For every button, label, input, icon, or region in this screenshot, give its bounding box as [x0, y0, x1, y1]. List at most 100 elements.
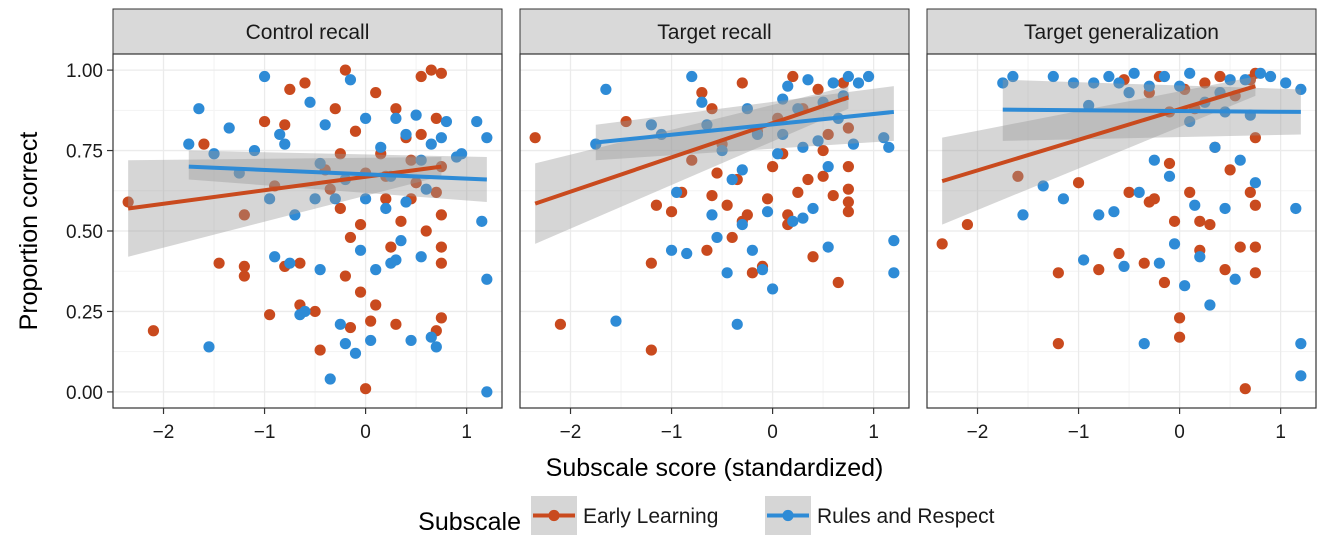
- data-point-rules: [997, 77, 1009, 89]
- data-point-rules: [430, 341, 442, 353]
- facet-title: Target generalization: [1024, 21, 1219, 44]
- data-point-rules: [390, 112, 402, 124]
- x-tick-label: −2: [153, 422, 175, 443]
- data-point-rules: [746, 244, 758, 256]
- data-point-rules: [761, 206, 774, 218]
- data-point-early: [554, 318, 567, 330]
- data-point-rules: [1007, 70, 1019, 83]
- data-point-rules: [1209, 141, 1221, 153]
- data-point-rules: [1078, 254, 1090, 266]
- data-point-early: [430, 186, 442, 198]
- y-tick-label: 0.25: [66, 302, 103, 323]
- data-point-rules: [203, 341, 215, 353]
- data-point-early: [1199, 77, 1211, 89]
- data-point-early: [620, 115, 632, 128]
- data-point-early: [1224, 164, 1236, 176]
- legend-label-early: Early Learning: [583, 505, 718, 528]
- data-point-rules: [183, 138, 195, 150]
- data-point-early: [309, 305, 321, 318]
- x-tick-label: −2: [967, 422, 989, 443]
- data-point-rules: [721, 267, 733, 279]
- data-point-early: [1072, 177, 1085, 189]
- data-point-rules: [1295, 370, 1307, 382]
- data-point-rules: [1108, 206, 1120, 218]
- data-point-early: [787, 70, 799, 83]
- data-point-early: [706, 190, 718, 202]
- x-tick-label: 1: [1275, 422, 1286, 443]
- data-point-rules: [1239, 74, 1251, 86]
- legend-title: Subscale: [418, 508, 521, 536]
- data-point-rules: [420, 183, 432, 195]
- data-point-rules: [671, 186, 683, 198]
- data-point-rules: [380, 202, 392, 215]
- data-point-early: [435, 241, 447, 253]
- data-point-rules: [1249, 177, 1261, 189]
- x-tick-label: 1: [868, 422, 879, 443]
- x-tick-label: −2: [560, 422, 582, 443]
- x-tick-label: 0: [1174, 422, 1185, 443]
- x-tick-label: 1: [461, 422, 472, 443]
- data-point-rules: [756, 264, 769, 276]
- data-point-early: [390, 318, 402, 330]
- data-point-early: [696, 87, 708, 99]
- fit-line-rules: [1002, 107, 1301, 114]
- data-point-early: [264, 309, 276, 321]
- data-point-rules: [645, 119, 657, 131]
- data-point-early: [817, 170, 829, 182]
- data-point-early: [380, 193, 392, 205]
- data-point-rules: [610, 315, 622, 327]
- data-point-rules: [339, 338, 351, 350]
- legend-label-rules: Rules and Respect: [817, 505, 995, 528]
- data-point-rules: [1158, 70, 1171, 83]
- data-point-early: [349, 125, 362, 137]
- data-point-rules: [481, 273, 493, 285]
- data-point-early: [645, 344, 657, 356]
- data-point-rules: [1184, 67, 1196, 79]
- data-point-early: [238, 270, 250, 282]
- data-point-rules: [777, 128, 789, 141]
- data-point-rules: [274, 128, 286, 141]
- data-point-early: [198, 138, 210, 150]
- data-point-early: [529, 132, 541, 144]
- data-point-early: [721, 199, 733, 211]
- data-point-rules: [1133, 186, 1145, 198]
- data-point-early: [761, 193, 774, 205]
- data-point-early: [817, 144, 829, 157]
- data-point-rules: [471, 115, 483, 128]
- fit-line-rules: [188, 164, 487, 182]
- data-point-rules: [1047, 70, 1059, 83]
- data-point-early: [339, 64, 351, 76]
- x-tick-label: 0: [360, 422, 371, 443]
- data-point-early: [415, 128, 427, 141]
- data-point-rules: [741, 103, 753, 115]
- data-point-early: [650, 199, 663, 211]
- data-point-early: [807, 251, 819, 263]
- data-point-early: [1138, 257, 1150, 269]
- data-point-early: [1244, 186, 1256, 198]
- facet-title: Control recall: [246, 21, 370, 44]
- data-point-rules: [390, 254, 402, 266]
- data-point-early: [415, 70, 427, 83]
- data-point-rules: [711, 231, 723, 244]
- data-point-early: [736, 77, 748, 89]
- data-point-rules: [665, 244, 678, 256]
- x-tick-label: −1: [1068, 422, 1090, 443]
- data-point-early: [238, 260, 250, 272]
- data-point-rules: [736, 164, 748, 176]
- data-point-early: [425, 64, 437, 76]
- data-point-rules: [415, 154, 427, 166]
- data-point-rules: [686, 70, 698, 83]
- data-point-rules: [208, 148, 220, 160]
- data-point-early: [1143, 196, 1155, 208]
- data-point-early: [1234, 241, 1246, 253]
- data-point-rules: [1083, 99, 1095, 112]
- data-point-early: [766, 161, 779, 173]
- data-point-rules: [314, 264, 326, 276]
- data-point-early: [435, 209, 447, 221]
- data-point-rules: [365, 334, 377, 347]
- data-point-rules: [476, 215, 488, 227]
- data-point-early: [344, 231, 357, 244]
- data-point-rules: [1280, 77, 1292, 89]
- data-point-early: [435, 67, 447, 79]
